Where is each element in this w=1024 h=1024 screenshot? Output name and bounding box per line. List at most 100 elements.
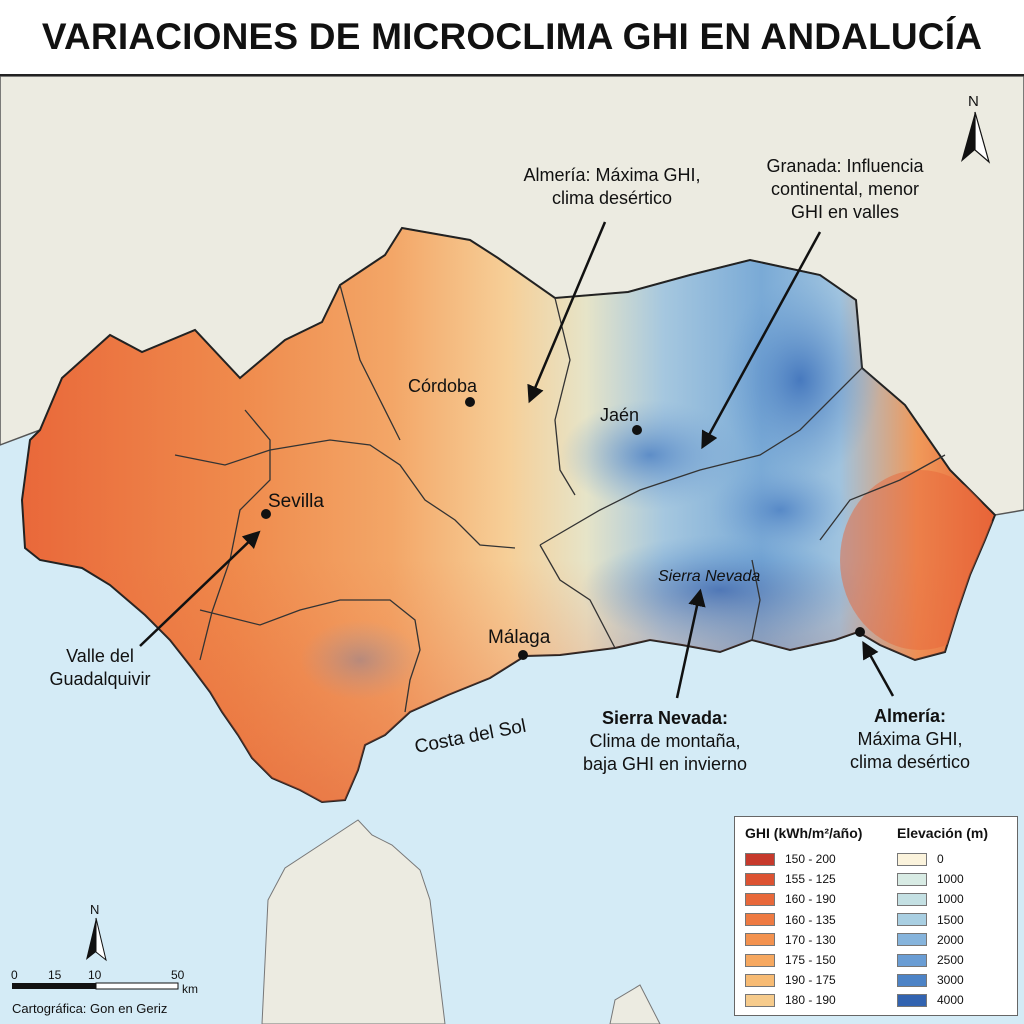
svg-text:baja GHI en invierno: baja GHI en invierno	[583, 754, 747, 774]
legend-elevation-label: 1000	[937, 892, 964, 907]
legend-ghi-label: 170 - 130	[785, 932, 836, 947]
arrow-granada	[701, 231, 822, 450]
land-africa-east	[609, 984, 661, 1024]
legend-elevation-title: Elevación (m)	[897, 825, 989, 841]
legend-ghi-item: 180 - 190	[745, 990, 862, 1010]
svg-text:Sierra Nevada:: Sierra Nevada:	[602, 708, 728, 728]
arrow-valle	[139, 530, 261, 647]
legend-elevation-item: 3000	[897, 970, 988, 990]
city-label: Sevilla	[268, 491, 324, 512]
legend-ghi-item: 190 - 175	[745, 970, 862, 990]
legend-ghi-swatch	[745, 852, 775, 866]
legend-ghi-swatch	[745, 933, 775, 947]
svg-text:N: N	[968, 93, 979, 110]
svg-text:GHI en valles: GHI en valles	[791, 202, 899, 222]
city-malaga: Málaga	[488, 627, 551, 660]
legend-ghi-item: 155 - 125	[745, 869, 862, 889]
small-north-arrow-icon: N	[86, 902, 107, 962]
svg-text:Valle del: Valle del	[66, 646, 134, 666]
legend-elevation-swatch	[897, 953, 927, 967]
sierra-nevada-label: Sierra Nevada	[658, 568, 760, 585]
map: Córdoba Sevilla Jaén Málaga Sierra Nevad…	[0, 76, 1024, 1024]
annotation-sierra: Sierra Nevada: Clima de montaña, baja GH…	[583, 708, 747, 774]
legend-elevation-swatch	[897, 872, 927, 886]
city-sevilla: Sevilla	[261, 491, 324, 519]
legend-ghi-swatch	[745, 953, 775, 967]
legend-elevation-swatch	[897, 973, 927, 987]
city-label: Jaén	[600, 405, 639, 425]
scale-tick-label: 15	[48, 968, 62, 982]
legend-elevation-item: 0	[897, 849, 988, 869]
map-credit: Cartográfica: Gon en Geriz	[12, 1001, 168, 1016]
city-almeria	[855, 627, 865, 637]
scale-bar: 0 15 10 50 km	[8, 966, 228, 996]
legend-ghi-label: 190 - 175	[785, 973, 836, 988]
legend-elevation-item: 1000	[897, 869, 988, 889]
legend-ghi-item: 170 - 130	[745, 930, 862, 950]
land-africa	[261, 819, 446, 1024]
annotation-valle: Valle del Guadalquivir	[49, 646, 150, 689]
city-cordoba: Córdoba	[408, 376, 478, 407]
scale-tick-label: 0	[11, 968, 18, 982]
legend-ghi-swatch	[745, 872, 775, 886]
legend-ghi-item: 175 - 150	[745, 950, 862, 970]
legend-ghi-label: 175 - 150	[785, 953, 836, 968]
legend-elevation-label: 0	[937, 852, 944, 867]
legend-elevation-item: 2000	[897, 930, 988, 950]
legend-ghi-swatch	[745, 973, 775, 987]
province-boundaries	[174, 284, 946, 713]
legend-elevation-swatch	[897, 913, 927, 927]
legend-ghi: GHI (kWh/m²/año) 150 - 200 155 - 125 160 -…	[745, 825, 862, 1011]
legend-ghi-label: 155 - 125	[785, 872, 836, 887]
legend-elevation-swatch	[897, 993, 927, 1007]
legend-elevation-item: 1500	[897, 910, 988, 930]
arrow-sierra	[675, 588, 706, 699]
legend-elevation-swatch	[897, 933, 927, 947]
legend-ghi-swatch	[745, 892, 775, 906]
north-arrow-icon: N	[961, 93, 991, 164]
legend: GHI (kWh/m²/año) 150 - 200 155 - 125 160 -…	[734, 816, 1018, 1016]
legend-elevation-item: 4000	[897, 990, 988, 1010]
legend-ghi-swatch	[745, 993, 775, 1007]
svg-text:Almería:: Almería:	[874, 706, 946, 726]
legend-ghi-label: 160 - 190	[785, 892, 836, 907]
svg-text:Máxima GHI,: Máxima GHI,	[857, 729, 962, 749]
legend-ghi-item: 160 - 190	[745, 889, 862, 909]
legend-elevation-label: 1000	[937, 872, 964, 887]
legend-elevation-item: 2500	[897, 950, 988, 970]
legend-elevation-label: 2500	[937, 953, 964, 968]
legend-elevation-label: 4000	[937, 993, 964, 1008]
annotation-almeria-top: Almería: Máxima GHI, clima desértico	[523, 165, 700, 208]
legend-ghi-label: 160 - 135	[785, 912, 836, 927]
svg-text:Clima de montaña,: Clima de montaña,	[589, 731, 740, 751]
map-title: VARIACIONES DE MICROCLIMA GHI EN ANDALUC…	[41, 16, 983, 57]
scale-unit: km	[182, 982, 198, 996]
legend-ghi-label: 180 - 190	[785, 993, 836, 1008]
legend-elevation-swatch	[897, 892, 927, 906]
scale-tick-label: 10	[88, 968, 102, 982]
arrow-almeria-top	[527, 221, 607, 404]
svg-text:Granada: Influencia: Granada: Influencia	[766, 156, 924, 176]
city-label: Málaga	[488, 627, 551, 648]
annotation-granada: Granada: Influencia continental, menor G…	[766, 156, 924, 222]
legend-ghi-title: GHI (kWh/m²/año)	[745, 825, 863, 841]
legend-elevation-item: 1000	[897, 889, 988, 909]
city-label: Córdoba	[408, 376, 478, 396]
legend-elevation-label: 3000	[937, 973, 964, 988]
arrow-almeria	[862, 640, 895, 697]
svg-text:Almería: Máxima GHI,: Almería: Máxima GHI,	[523, 165, 700, 185]
legend-elevation-label: 1500	[937, 912, 964, 927]
city-jaen: Jaén	[600, 405, 642, 435]
title-bar: VARIACIONES DE MICROCLIMA GHI EN ANDALUC…	[0, 0, 1024, 76]
svg-text:continental, menor: continental, menor	[771, 179, 919, 199]
svg-text:N: N	[90, 902, 99, 917]
legend-elevation: Elevación (m) 0 1000 1000 1500 2000 2500 3000 4…	[897, 825, 988, 1011]
legend-elevation-label: 2000	[937, 932, 964, 947]
svg-text:Guadalquivir: Guadalquivir	[49, 669, 150, 689]
svg-text:clima desértico: clima desértico	[850, 752, 970, 772]
legend-ghi-item: 150 - 200	[745, 849, 862, 869]
legend-ghi-label: 150 - 200	[785, 852, 836, 867]
legend-elevation-swatch	[897, 852, 927, 866]
annotation-almeria: Almería: Máxima GHI, clima desértico	[850, 706, 970, 772]
legend-ghi-swatch	[745, 913, 775, 927]
